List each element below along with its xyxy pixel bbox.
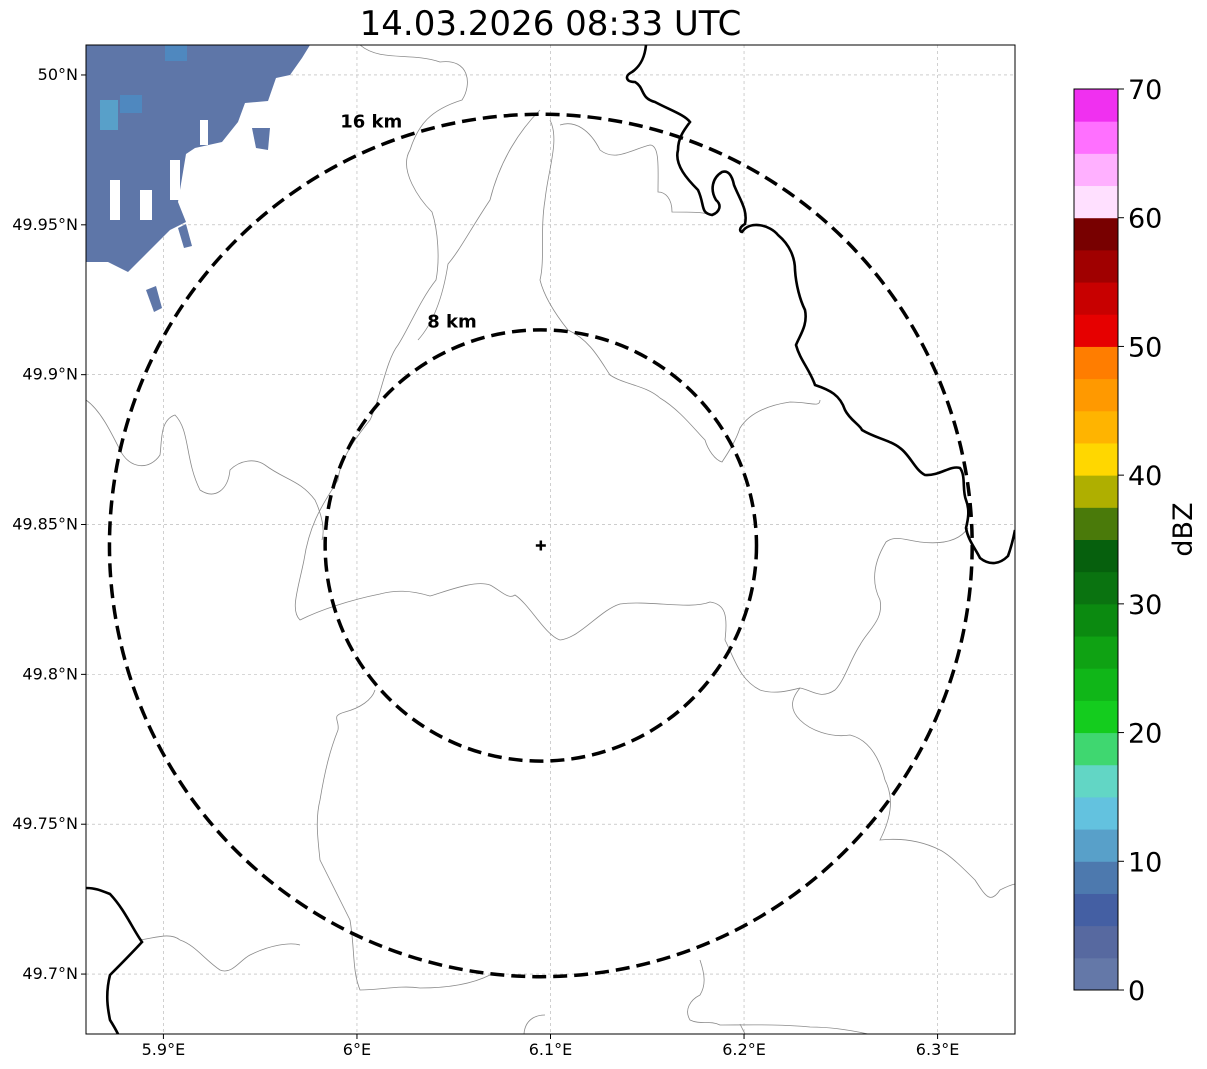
colorbar-segment bbox=[1074, 442, 1118, 476]
colorbar-segment bbox=[1074, 571, 1118, 605]
colorbar-segment bbox=[1074, 185, 1118, 219]
colorbar-segment bbox=[1074, 153, 1118, 187]
radar-echo-gap bbox=[140, 190, 152, 220]
x-tick-label: 6.3°E bbox=[916, 1040, 960, 1059]
colorbar-segment bbox=[1074, 217, 1118, 251]
colorbar-segment bbox=[1074, 668, 1118, 701]
colorbar: 0 10 20 30 40 50 60 70 dBZ bbox=[1073, 75, 1199, 1007]
y-tick-label: 49.85°N bbox=[12, 515, 78, 534]
range-ring-label: 8 km bbox=[427, 312, 477, 333]
colorbar-segment bbox=[1074, 314, 1118, 347]
axis-labels: 5.9°E 6°E 6.1°E 6.2°E 6.3°E 50°N 49.95°N 49.9°N… bbox=[12, 65, 959, 1059]
x-tick-label: 6.1°E bbox=[529, 1040, 573, 1059]
colorbar-segment bbox=[1074, 346, 1118, 380]
colorbar-unit-label: dBZ bbox=[1168, 502, 1199, 556]
map-content: 8 km 16 km bbox=[86, 45, 1015, 1034]
colorbar-segment bbox=[1074, 700, 1118, 734]
y-tick-label: 49.8°N bbox=[22, 664, 78, 683]
colorbar-tick-label: 60 bbox=[1128, 204, 1162, 235]
colorbar-segment bbox=[1074, 732, 1118, 766]
colorbar-tick-label: 0 bbox=[1128, 976, 1145, 1007]
radar-echo-bright bbox=[120, 95, 142, 113]
x-tick-label: 6°E bbox=[343, 1040, 371, 1059]
admin-boundaries bbox=[86, 45, 1015, 1034]
colorbar-segment bbox=[1074, 121, 1118, 154]
colorbar-tick-label: 50 bbox=[1128, 332, 1162, 363]
colorbar-frame bbox=[1073, 88, 1119, 991]
colorbar-tick-label: 70 bbox=[1128, 75, 1162, 106]
colorbar-segment bbox=[1074, 89, 1118, 122]
colorbar-segment bbox=[1074, 249, 1118, 283]
colorbar-tick-label: 30 bbox=[1128, 590, 1162, 621]
radar-echo-bright bbox=[100, 100, 118, 130]
colorbar-segment bbox=[1074, 282, 1118, 315]
x-tick-label: 5.9°E bbox=[142, 1040, 186, 1059]
colorbar-segment bbox=[1074, 957, 1118, 991]
radar-echo-gap bbox=[200, 120, 208, 145]
radar-echo-gap bbox=[170, 160, 180, 200]
y-tick-label: 49.75°N bbox=[12, 814, 78, 833]
colorbar-segment bbox=[1074, 764, 1118, 798]
radar-echo bbox=[146, 286, 162, 312]
colorbar-segment bbox=[1074, 603, 1118, 637]
colorbar-segment bbox=[1074, 507, 1118, 540]
colorbar-segment bbox=[1074, 796, 1118, 830]
y-tick-label: 49.9°N bbox=[22, 365, 78, 384]
colorbar-segment bbox=[1074, 539, 1118, 573]
colorbar-tick-label: 20 bbox=[1128, 719, 1162, 750]
range-ring-label: 16 km bbox=[340, 112, 402, 133]
colorbar-segment bbox=[1074, 861, 1118, 894]
colorbar-segment bbox=[1074, 636, 1118, 669]
range-ring-16km bbox=[107, 112, 974, 979]
national-border bbox=[86, 45, 1015, 1034]
colorbar-tick-label: 40 bbox=[1128, 461, 1162, 492]
colorbar-segment bbox=[1074, 475, 1118, 508]
radar-echo bbox=[252, 128, 270, 150]
radar-echo-cluster bbox=[86, 45, 310, 312]
range-ring-8km bbox=[323, 328, 759, 763]
colorbar-segment bbox=[1074, 925, 1118, 959]
radar-echo-bright bbox=[165, 45, 187, 61]
x-tick-label: 6.2°E bbox=[722, 1040, 766, 1059]
graticule bbox=[86, 45, 1015, 1034]
colorbar-segment bbox=[1074, 829, 1118, 862]
map-title: 14.03.2026 08:33 UTC bbox=[359, 4, 742, 44]
colorbar-tick-label: 10 bbox=[1128, 847, 1162, 878]
range-rings: 8 km 16 km bbox=[107, 112, 974, 979]
y-tick-label: 50°N bbox=[38, 65, 78, 84]
radar-echo-gap bbox=[110, 180, 120, 220]
y-tick-label: 49.7°N bbox=[22, 964, 78, 983]
colorbar-segment bbox=[1074, 378, 1118, 412]
radar-echo bbox=[178, 224, 192, 248]
colorbar-segment bbox=[1074, 893, 1118, 927]
y-tick-label: 49.95°N bbox=[12, 215, 78, 234]
colorbar-segment bbox=[1074, 410, 1118, 444]
radar-site-marker bbox=[535, 540, 546, 551]
